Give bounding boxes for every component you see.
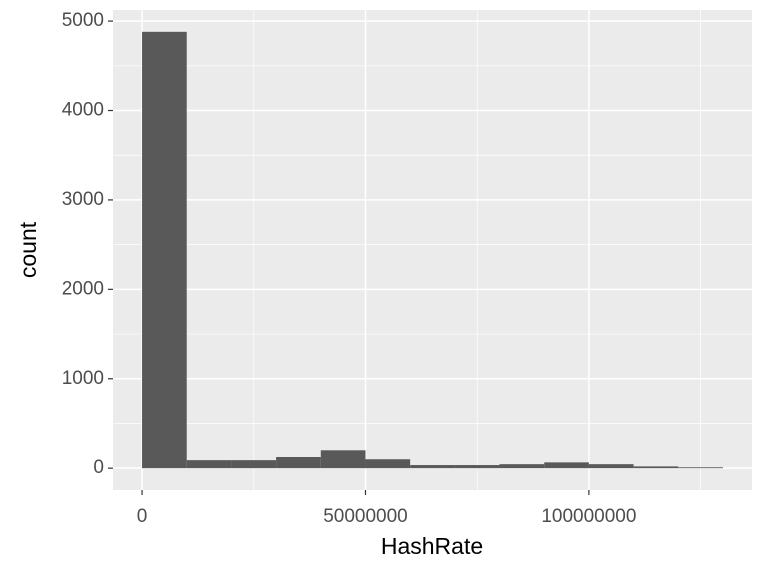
bar: [678, 467, 723, 469]
x-tick-label: 50000000: [323, 506, 408, 527]
bar: [320, 450, 366, 469]
bar: [276, 457, 321, 469]
bar: [544, 462, 589, 469]
bar: [365, 459, 411, 469]
x-tick-label: 100000000: [541, 506, 636, 527]
bar: [499, 464, 545, 469]
x-axis-title: HashRate: [381, 533, 483, 559]
y-tick-label: 0: [93, 457, 104, 478]
y-tick-label: 1000: [62, 368, 104, 389]
bar: [142, 31, 187, 469]
grid: [113, 10, 752, 490]
x-tick-label: 0: [137, 506, 148, 527]
y-tick-label: 5000: [62, 10, 104, 31]
bar: [588, 464, 634, 469]
bar: [186, 460, 232, 469]
bar: [454, 465, 500, 469]
y-tick-label: 4000: [62, 100, 104, 121]
bar: [633, 466, 679, 469]
y-tick-label: 3000: [62, 189, 104, 210]
bars: [142, 31, 723, 469]
panel: [113, 10, 752, 490]
y-axis-title: count: [15, 221, 41, 278]
bar: [231, 460, 277, 469]
y-tick-label: 2000: [62, 278, 104, 299]
bar: [410, 465, 455, 469]
